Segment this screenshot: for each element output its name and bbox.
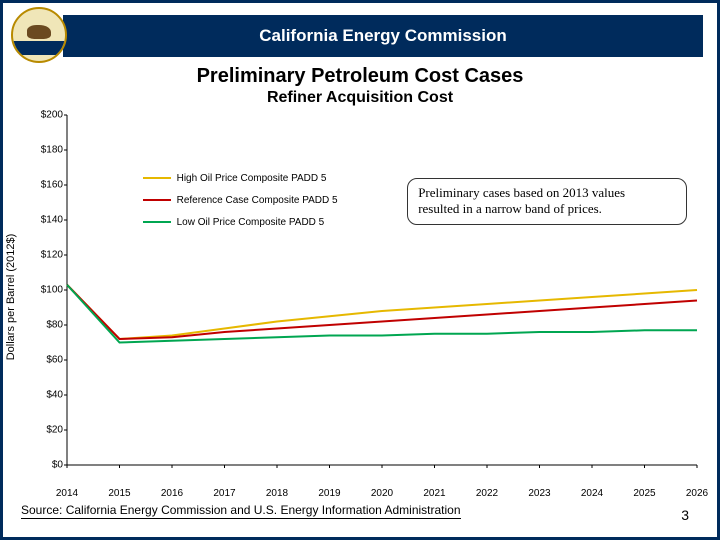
- legend-swatch: [143, 221, 171, 223]
- source-text: Source: California Energy Commission and…: [21, 503, 461, 519]
- plot-area: $0$20$40$60$80$100$120$140$160$180$20020…: [29, 111, 703, 483]
- logo-banner: [11, 41, 67, 55]
- bear-icon: [27, 25, 51, 39]
- y-tick: $140: [27, 215, 63, 226]
- x-tick: 2019: [318, 488, 340, 499]
- legend-item: Reference Case Composite PADD 5: [143, 193, 338, 207]
- legend: High Oil Price Composite PADD 5 Reference…: [143, 171, 338, 237]
- callout-line: resulted in a narrow band of prices.: [418, 201, 676, 217]
- legend-item: High Oil Price Composite PADD 5: [143, 171, 338, 185]
- legend-item: Low Oil Price Composite PADD 5: [143, 215, 338, 229]
- legend-label: Reference Case Composite PADD 5: [177, 195, 338, 206]
- x-tick: 2023: [528, 488, 550, 499]
- x-tick: 2016: [161, 488, 183, 499]
- callout-box: Preliminary cases based on 2013 valuesre…: [407, 178, 687, 225]
- slide-subtitle: Refiner Acquisition Cost: [3, 89, 717, 107]
- y-tick: $160: [27, 180, 63, 191]
- x-tick: 2024: [581, 488, 603, 499]
- y-tick: $0: [27, 460, 63, 471]
- legend-swatch: [143, 199, 171, 201]
- slide-title: Preliminary Petroleum Cost Cases: [3, 65, 717, 88]
- y-tick: $40: [27, 390, 63, 401]
- header-title: California Energy Commission: [259, 26, 507, 46]
- x-tick: 2020: [371, 488, 393, 499]
- x-tick: 2022: [476, 488, 498, 499]
- legend-swatch: [143, 177, 171, 179]
- x-tick: 2021: [423, 488, 445, 499]
- y-tick: $200: [27, 110, 63, 121]
- page-number: 3: [681, 507, 689, 523]
- x-tick: 2014: [56, 488, 78, 499]
- slide: California Energy Commission Preliminary…: [0, 0, 720, 540]
- chart-svg: [29, 111, 703, 483]
- y-tick: $80: [27, 320, 63, 331]
- legend-label: Low Oil Price Composite PADD 5: [177, 217, 325, 228]
- x-tick: 2025: [633, 488, 655, 499]
- x-tick: 2015: [108, 488, 130, 499]
- x-tick: 2026: [686, 488, 708, 499]
- y-tick: $100: [27, 285, 63, 296]
- header-bar: California Energy Commission: [63, 15, 703, 57]
- y-tick: $20: [27, 425, 63, 436]
- y-tick: $120: [27, 250, 63, 261]
- y-axis-label: Dollars per Barrel (2012$): [5, 234, 17, 361]
- chart: Dollars per Barrel (2012$) $0$20$40$60$8…: [29, 111, 703, 483]
- y-tick: $180: [27, 145, 63, 156]
- x-tick: 2018: [266, 488, 288, 499]
- callout-line: Preliminary cases based on 2013 values: [418, 185, 676, 201]
- y-tick: $60: [27, 355, 63, 366]
- legend-label: High Oil Price Composite PADD 5: [177, 173, 327, 184]
- cec-logo: [11, 7, 67, 63]
- x-tick: 2017: [213, 488, 235, 499]
